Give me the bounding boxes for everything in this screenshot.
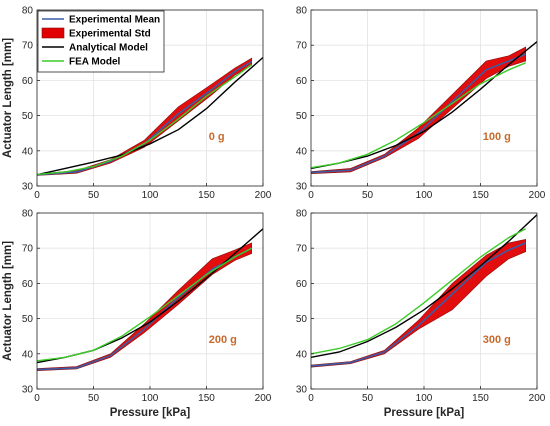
analytical-line (311, 214, 537, 358)
y-tick-label: 60 (296, 76, 308, 87)
x-tick-label: 100 (142, 190, 159, 201)
legend-label: Experimental Mean (69, 15, 160, 26)
legend-label: FEA Model (69, 57, 121, 68)
y-tick-label: 80 (22, 209, 34, 220)
x-tick-label: 50 (362, 190, 374, 201)
y-tick-label: 70 (296, 244, 308, 255)
y-tick-label: 50 (22, 111, 34, 122)
x-tick-label: 200 (529, 393, 546, 404)
mass-annotation: 100 g (483, 131, 511, 143)
fea-line (37, 64, 253, 176)
y-tick-label: 70 (22, 244, 34, 255)
chart-panel: 0 50 100 150 200 30 40 50 60 70 80 100 g (296, 6, 546, 202)
y-tick-label: 40 (22, 349, 34, 360)
std-band (311, 46, 527, 175)
x-tick-label: 50 (88, 190, 100, 201)
y-tick-label: 80 (296, 209, 308, 220)
x-tick-label: 100 (416, 393, 433, 404)
y-tick-label: 70 (296, 41, 308, 52)
legend: Experimental Mean Experimental Std Analyti… (37, 10, 165, 73)
x-tick-label: 200 (255, 190, 272, 201)
x-tick-label: 0 (308, 190, 314, 201)
analytical-line (37, 56, 263, 176)
data-layer (37, 56, 263, 176)
data-layer (37, 228, 263, 372)
y-tick-label: 40 (296, 349, 308, 360)
x-tick-label: 150 (198, 190, 215, 201)
x-tick-label: 100 (142, 393, 159, 404)
y-tick-label: 30 (22, 385, 34, 396)
y-tick-label: 40 (296, 146, 308, 157)
x-tick-label: 0 (34, 190, 40, 201)
data-layer (311, 41, 537, 175)
y-tick-label: 60 (22, 279, 34, 290)
y-tick-label: 80 (22, 6, 34, 17)
legend-swatch (41, 27, 65, 39)
std-band (311, 239, 527, 368)
y-axis-label: Actuator Length [mm] (2, 38, 14, 158)
chart-panel: 0 50 100 150 200 30 40 50 60 70 80 Pressure [kPa] 30… (296, 209, 546, 420)
mass-annotation: 300 g (483, 334, 511, 346)
legend-box (37, 10, 165, 73)
y-tick-label: 30 (296, 385, 308, 396)
mass-annotation: 200 g (209, 334, 237, 346)
std-band (37, 242, 252, 372)
mean-line (37, 61, 253, 176)
y-tick-label: 30 (296, 182, 308, 193)
x-tick-label: 100 (416, 190, 433, 201)
y-tick-label: 40 (22, 146, 34, 157)
fea-line (37, 247, 253, 362)
legend-label: Analytical Model (69, 43, 148, 54)
chart-panel: 0 50 100 150 200 30 40 50 60 70 80 Pressure [kPa] Ac… (2, 209, 272, 420)
y-tick-label: 60 (22, 76, 34, 87)
x-tick-label: 200 (529, 190, 546, 201)
y-tick-label: 50 (296, 314, 308, 325)
x-tick-label: 150 (198, 393, 215, 404)
legend-label: Experimental Std (69, 29, 151, 40)
fea-line (311, 228, 527, 355)
fea-line (311, 62, 526, 169)
y-tick-label: 50 (296, 111, 308, 122)
mass-annotation: 0 g (209, 131, 225, 143)
mean-line (311, 242, 527, 367)
x-tick-label: 0 (308, 393, 314, 404)
x-tick-label: 150 (472, 190, 489, 201)
y-tick-label: 50 (22, 314, 34, 325)
x-axis-label: Pressure [kPa] (110, 407, 191, 419)
y-tick-label: 30 (22, 182, 34, 193)
mean-line (311, 53, 527, 174)
y-axis-label: Actuator Length [mm] (2, 241, 14, 361)
x-tick-label: 50 (88, 393, 100, 404)
x-tick-label: 50 (362, 393, 374, 404)
x-axis-label: Pressure [kPa] (384, 407, 465, 419)
x-tick-label: 200 (255, 393, 272, 404)
y-tick-label: 80 (296, 6, 308, 17)
x-tick-label: 0 (34, 393, 40, 404)
y-tick-label: 70 (22, 41, 34, 52)
x-tick-label: 150 (472, 393, 489, 404)
data-layer (311, 214, 537, 368)
y-tick-label: 60 (296, 279, 308, 290)
